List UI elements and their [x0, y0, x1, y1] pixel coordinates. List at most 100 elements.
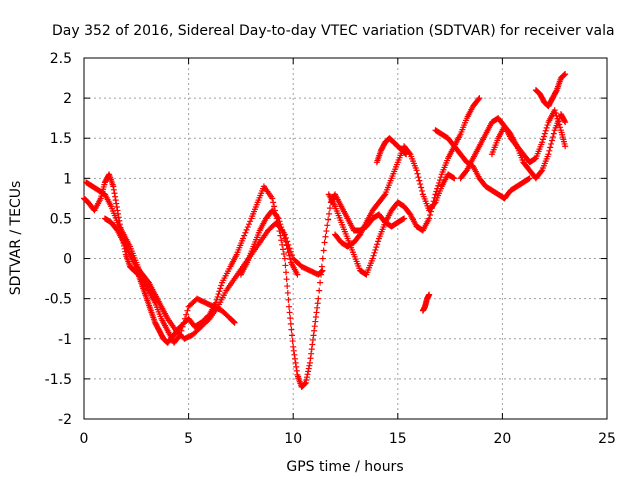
data-point-marker: [549, 137, 556, 144]
data-point-marker: [418, 184, 425, 191]
data-point-marker: [287, 256, 294, 263]
data-point-marker: [373, 244, 380, 251]
data-point-marker: [281, 235, 288, 242]
data-point-marker: [241, 232, 248, 239]
data-point-marker: [526, 175, 533, 182]
data-point-marker: [325, 216, 332, 223]
data-point-marker: [369, 255, 376, 262]
data-point-marker: [239, 235, 246, 242]
data-point-marker: [283, 276, 290, 283]
chart-title: Day 352 of 2016, Sidereal Day-to-day VTE…: [52, 23, 615, 39]
y-tick-label: -1.5: [45, 372, 72, 388]
data-point-marker: [324, 222, 331, 229]
x-tick-label: 25: [598, 431, 616, 447]
data-point-marker: [217, 285, 224, 292]
data-point-marker: [286, 252, 293, 259]
data-point-marker: [540, 136, 547, 143]
data-point-marker: [562, 71, 569, 78]
data-point-marker: [427, 212, 434, 219]
data-point-marker: [436, 177, 443, 184]
data-point-marker: [289, 338, 296, 345]
y-axis-label: SDTVAR / TECUs: [8, 181, 24, 296]
data-point-marker: [274, 214, 281, 221]
data-point-marker: [538, 168, 545, 175]
data-point-marker: [401, 215, 408, 222]
data-point-marker: [426, 215, 433, 222]
data-point-marker: [279, 226, 286, 233]
data-point-marker: [426, 291, 433, 298]
data-point-marker: [281, 255, 288, 262]
data-point-marker: [277, 221, 284, 228]
data-point-marker: [416, 177, 423, 184]
data-point-marker: [541, 130, 548, 137]
series-trace-5: [325, 95, 483, 278]
data-point-marker: [432, 191, 439, 198]
data-point-marker: [275, 215, 282, 222]
data-point-marker: [319, 255, 326, 262]
data-point-marker: [437, 174, 444, 181]
y-tick-label: 0: [63, 252, 72, 268]
data-point-marker: [371, 249, 378, 256]
y-tick-label: 2: [63, 91, 72, 107]
series-trace-8: [419, 291, 433, 314]
series-trace-7: [373, 135, 410, 166]
data-point-marker: [475, 96, 482, 103]
series-trace-11: [488, 111, 569, 182]
series-trace-4: [237, 207, 301, 278]
x-tick-label: 0: [80, 431, 89, 447]
series-trace-1: [81, 171, 408, 390]
series-trace-12: [532, 71, 569, 110]
data-point-marker: [278, 237, 285, 244]
data-point-marker: [285, 296, 292, 303]
data-point-marker: [270, 199, 277, 206]
data-point-marker: [413, 167, 420, 174]
data-point-marker: [282, 238, 289, 245]
data-point-marker: [374, 241, 381, 248]
data-point-marker: [247, 218, 254, 225]
y-tick-label: -2: [58, 412, 72, 428]
data-point-marker: [550, 130, 557, 137]
series-trace-3: [101, 215, 326, 342]
data-point-marker: [370, 252, 377, 259]
data-points: [81, 71, 569, 390]
plot-frame: [83, 57, 608, 420]
data-point-marker: [543, 124, 550, 131]
x-tick-label: 15: [389, 431, 407, 447]
data-point-marker: [375, 238, 382, 245]
data-point-marker: [451, 175, 458, 182]
data-point-marker: [215, 291, 222, 298]
x-axis-label: GPS time / hours: [286, 459, 403, 475]
data-point-marker: [548, 140, 555, 147]
data-point-marker: [321, 239, 328, 246]
data-point-marker: [285, 249, 292, 256]
data-point-marker: [326, 205, 333, 212]
data-point-marker: [280, 232, 287, 239]
data-point-marker: [326, 210, 333, 217]
data-point-marker: [415, 174, 422, 181]
data-point-marker: [242, 229, 249, 236]
data-point-marker: [216, 288, 223, 295]
data-point-marker: [286, 303, 293, 310]
data-point-marker: [218, 282, 225, 289]
data-point-marker: [184, 307, 191, 314]
data-point-marker: [214, 293, 221, 300]
y-tick-labels: -2 -1.5 -1 -0.5 0 0.5 1 1.5 2 2.5: [45, 51, 72, 428]
data-point-marker: [320, 247, 327, 254]
data-point-marker: [280, 250, 287, 257]
data-point-marker: [414, 170, 421, 177]
data-point-marker: [283, 269, 290, 276]
data-point-marker: [276, 218, 283, 225]
data-point-marker: [315, 295, 322, 302]
x-tick-labels: 0 5 10 15 20 25: [80, 431, 616, 447]
data-point-marker: [539, 139, 546, 146]
data-point-marker: [284, 283, 291, 290]
data-point-marker: [540, 133, 547, 140]
y-tick-label: 2.5: [50, 51, 72, 67]
data-point-marker: [417, 181, 424, 188]
data-point-marker: [271, 203, 278, 210]
data-point-marker: [244, 224, 251, 231]
series-trace-6: [332, 143, 458, 250]
data-point-marker: [179, 323, 186, 330]
y-tick-label: 0.5: [50, 211, 72, 227]
